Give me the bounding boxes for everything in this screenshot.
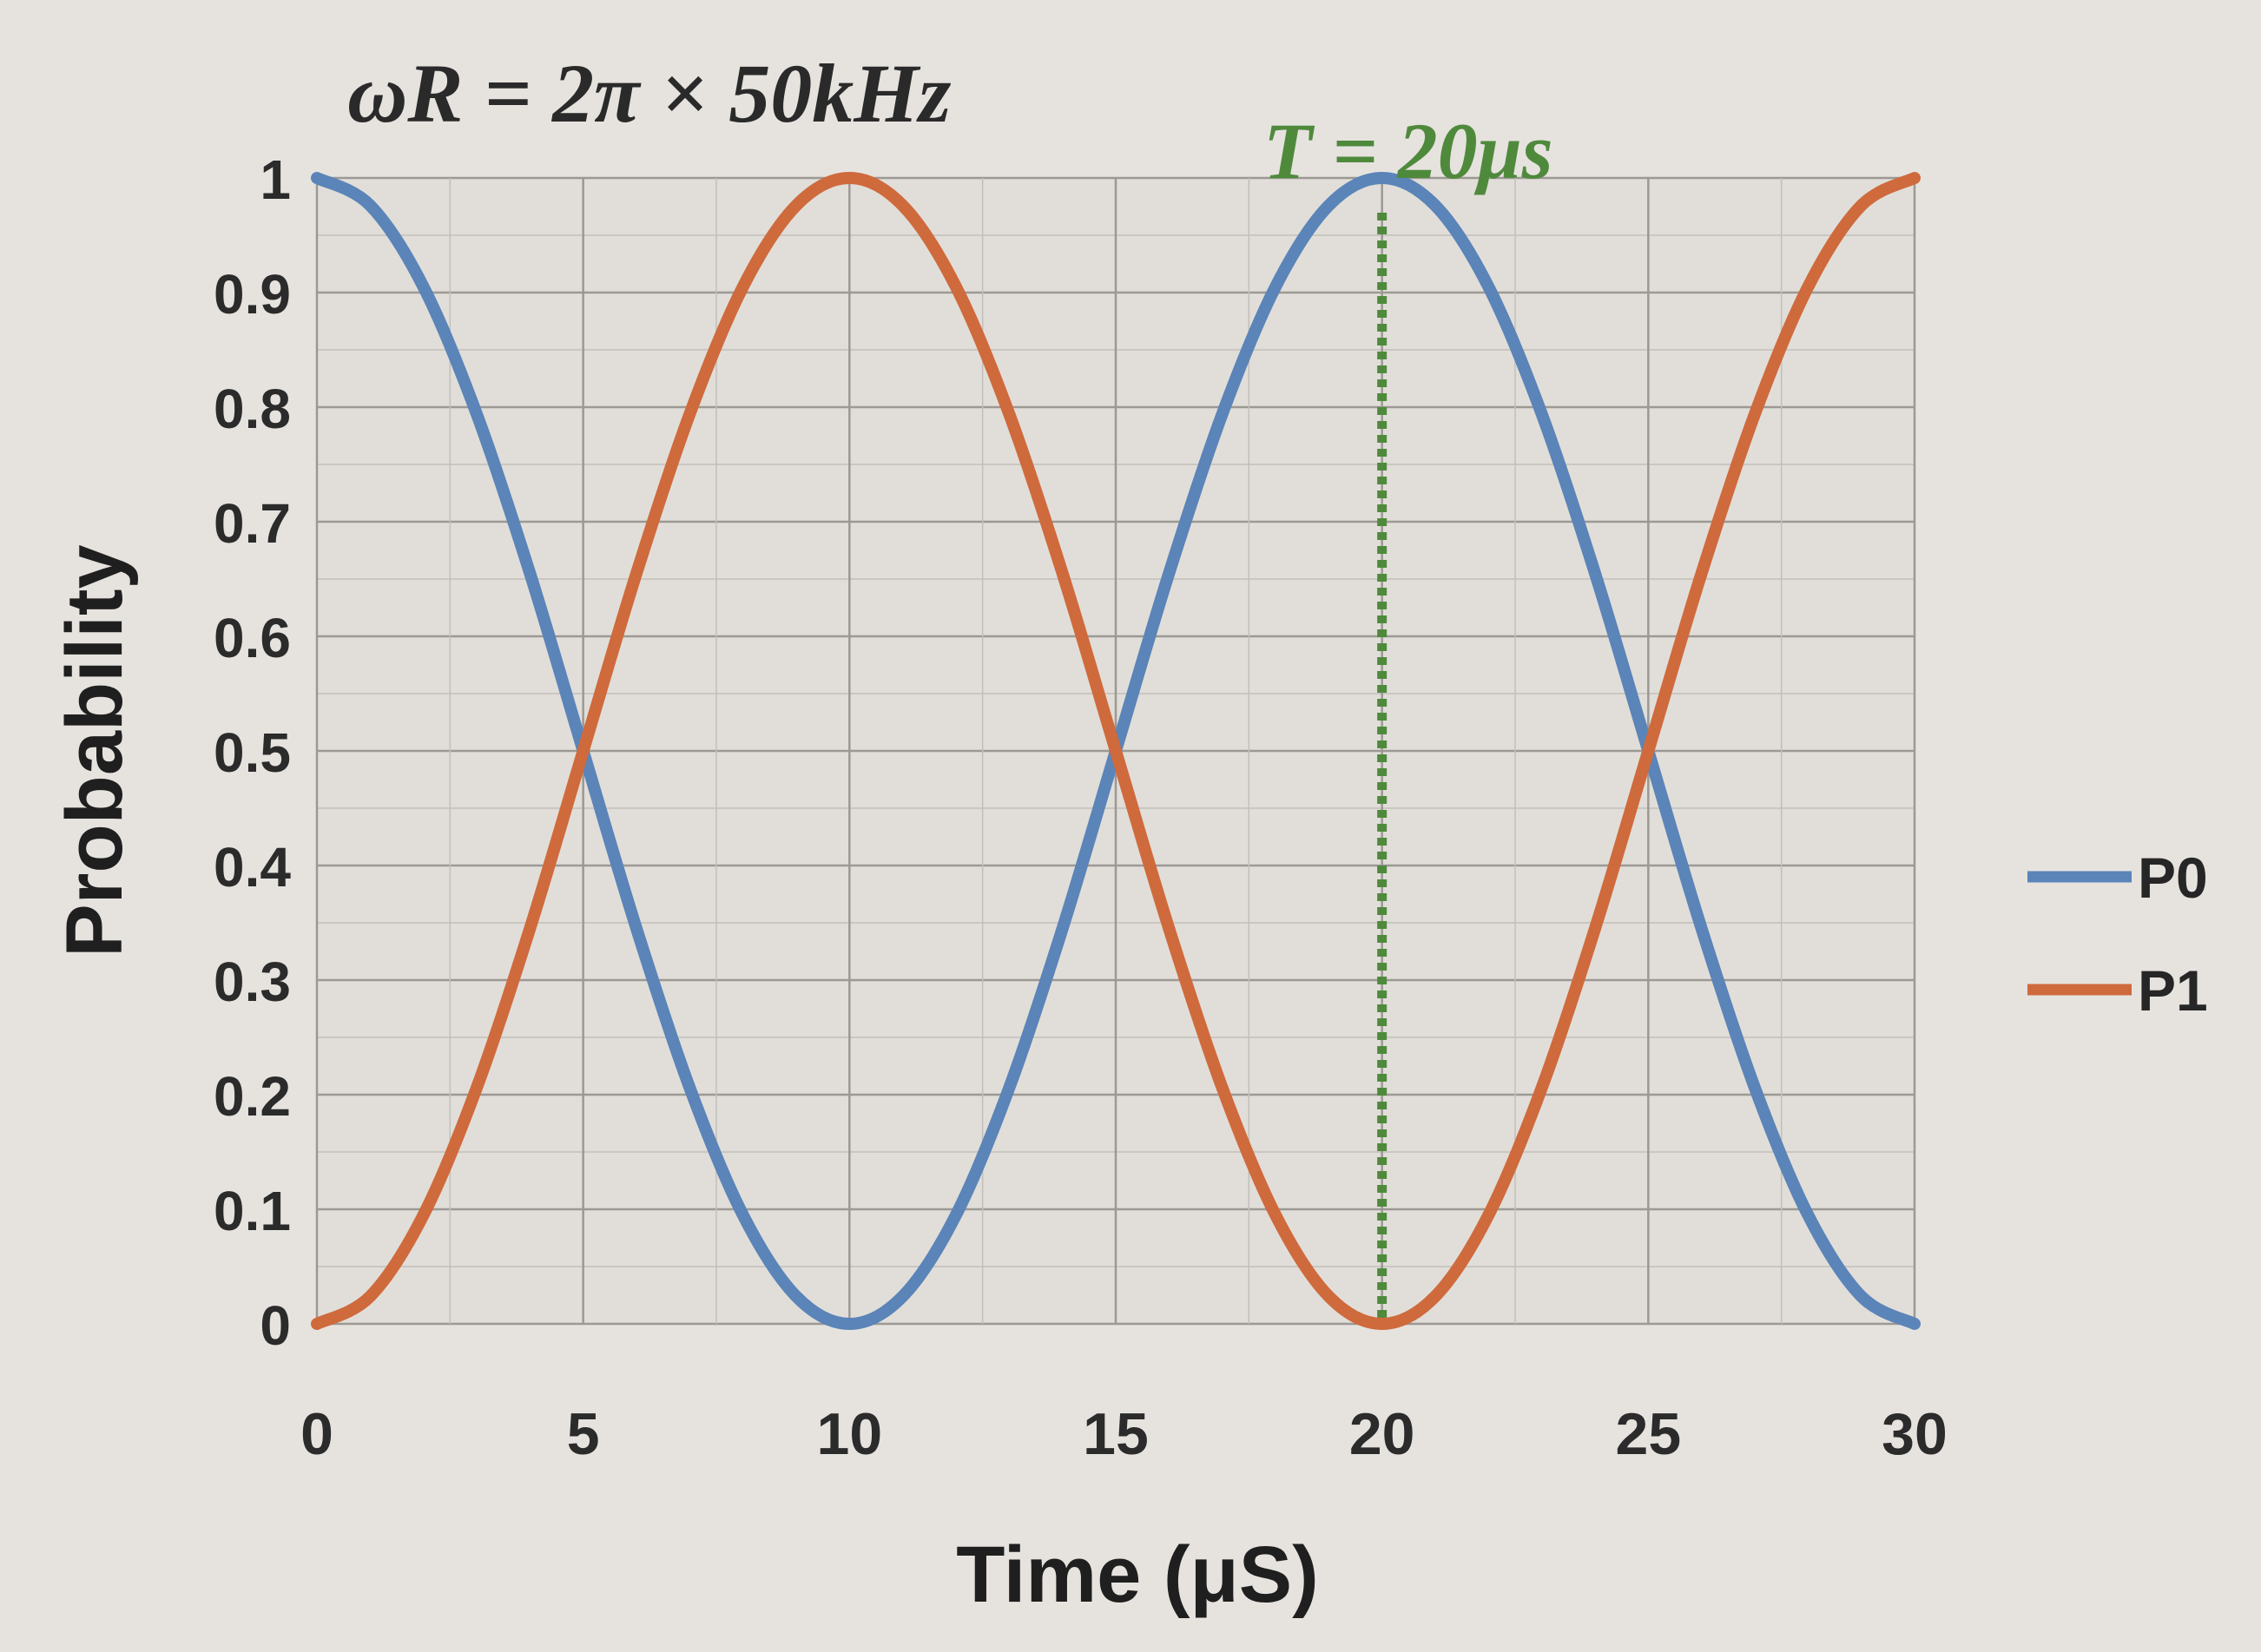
legend: P0 P1 (2027, 846, 2208, 1023)
y-tick-label: 0.9 (214, 263, 291, 326)
y-axis-label: Probability (50, 544, 139, 957)
series-line-p1 (311, 172, 1921, 1330)
t-marker-label: T = 20μs (1263, 107, 1553, 195)
y-tick-label: 0.7 (214, 492, 291, 555)
x-tick-label: 20 (1349, 1401, 1415, 1467)
y-tick-label: 0.2 (214, 1065, 291, 1128)
x-tick-label: 5 (567, 1401, 600, 1467)
x-tick-label: 0 (300, 1401, 333, 1467)
y-tick-label: 0.1 (214, 1180, 291, 1242)
x-tick-label: 15 (1083, 1401, 1149, 1467)
series-lines (311, 172, 1921, 1330)
x-tick-labels: 0 5 10 15 20 25 30 (300, 1401, 1948, 1467)
y-tick-label: 0.5 (214, 721, 291, 784)
y-tick-label: 1 (260, 148, 291, 211)
legend-label-p0: P0 (2138, 846, 2208, 910)
y-tick-label: 0.8 (214, 378, 291, 440)
x-tick-label: 10 (817, 1401, 883, 1467)
x-axis-label: Time (μS) (956, 1530, 1319, 1619)
x-tick-label: 25 (1616, 1401, 1682, 1467)
y-tick-label: 0.4 (214, 836, 291, 898)
x-tick-label: 30 (1882, 1401, 1948, 1467)
legend-label-p1: P1 (2138, 958, 2208, 1023)
y-tick-labels: 0 0.1 0.2 0.3 0.4 0.5 0.6 0.7 0.8 0.9 1 (214, 148, 291, 1357)
y-tick-label: 0.3 (214, 951, 291, 1013)
chart-title: ωR = 2π × 50kHz (347, 47, 951, 140)
y-tick-label: 0.6 (214, 607, 291, 669)
y-tick-label: 0 (260, 1294, 291, 1357)
